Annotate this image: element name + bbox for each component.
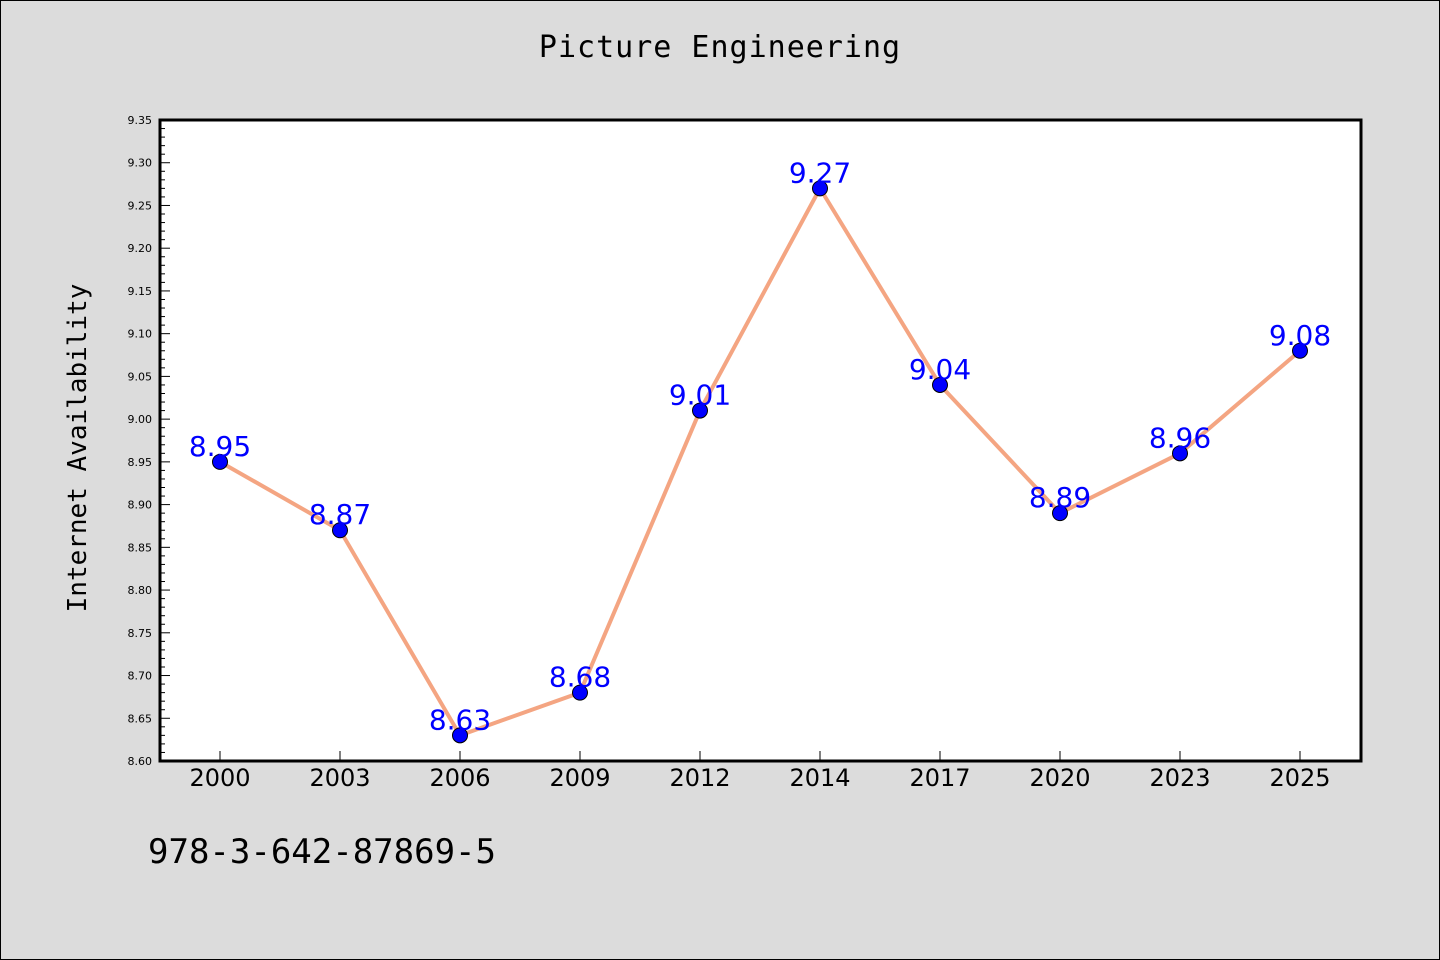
data-label: 8.63: [429, 703, 491, 736]
series-line: [219, 186, 1302, 738]
isbn-text: 978-3-642-87869-5: [148, 832, 496, 872]
x-tick-label: 2020: [1029, 764, 1090, 792]
y-tick-label: 8.80: [128, 584, 153, 597]
x-tick-label: 2014: [789, 764, 850, 792]
y-tick-label: 9.20: [128, 242, 153, 255]
x-tick-label: 2000: [189, 764, 250, 792]
y-tick-label: 8.65: [128, 712, 153, 725]
data-label: 9.04: [909, 353, 971, 386]
data-point: [1172, 445, 1188, 462]
x-tick-label: 2009: [549, 764, 610, 792]
plot-area: [158, 118, 1363, 763]
data-point: [692, 402, 708, 419]
x-axis: 2000 2003 2006 2009 2012 2014 2017 2020 2023 2025: [189, 751, 1331, 792]
data-point: [452, 727, 468, 744]
y-tick-label: 8.95: [128, 456, 153, 469]
data-labels: 8.95 8.87 8.63 8.68 9.01 9.27 9.04 8.89 8.96 9.08: [189, 156, 1331, 736]
y-tick-label: 8.85: [128, 541, 153, 554]
data-label: 8.95: [189, 430, 251, 463]
y-tick-label: 9.25: [128, 199, 153, 212]
y-tick-label: 8.60: [128, 755, 153, 768]
y-tick-label: 8.90: [128, 499, 153, 512]
x-tick-label: 2017: [909, 764, 970, 792]
data-label: 9.27: [789, 156, 851, 189]
x-tick-label: 2025: [1269, 764, 1330, 792]
x-tick-label: 2023: [1149, 764, 1210, 792]
y-tick-label: 9.00: [128, 413, 153, 426]
data-markers: [212, 180, 1308, 744]
y-tick-label: 9.15: [128, 285, 153, 298]
y-axis: 8.60 8.65 8.70 8.75 8.80 8.85 8.90 8.95 9.00 9.05…: [128, 114, 170, 768]
data-point: [932, 376, 948, 393]
y-tick-label: 8.75: [128, 627, 153, 640]
data-label: 9.08: [1269, 319, 1331, 352]
data-label: 8.68: [549, 661, 611, 694]
data-label: 8.89: [1029, 481, 1091, 514]
chart-title: Picture Engineering: [538, 30, 902, 65]
x-tick-label: 2012: [669, 764, 730, 792]
y-tick-label: 9.05: [128, 370, 153, 383]
x-tick-label: 2003: [309, 764, 370, 792]
data-label: 8.96: [1149, 421, 1211, 454]
x-tick-label: 2006: [429, 764, 490, 792]
data-label: 9.01: [669, 379, 731, 412]
data-point: [332, 522, 348, 539]
data-label: 8.87: [309, 498, 371, 531]
data-point: [1052, 505, 1068, 522]
y-tick-label: 9.30: [128, 157, 153, 170]
data-point: [572, 684, 588, 701]
y-axis-title: Internet Availability: [63, 284, 93, 613]
y-tick-label: 9.35: [128, 114, 153, 127]
y-tick-label: 8.70: [128, 670, 153, 683]
data-point: [1292, 342, 1308, 359]
data-point: [212, 453, 228, 470]
y-tick-label: 9.10: [128, 328, 153, 341]
data-point: [812, 180, 828, 197]
